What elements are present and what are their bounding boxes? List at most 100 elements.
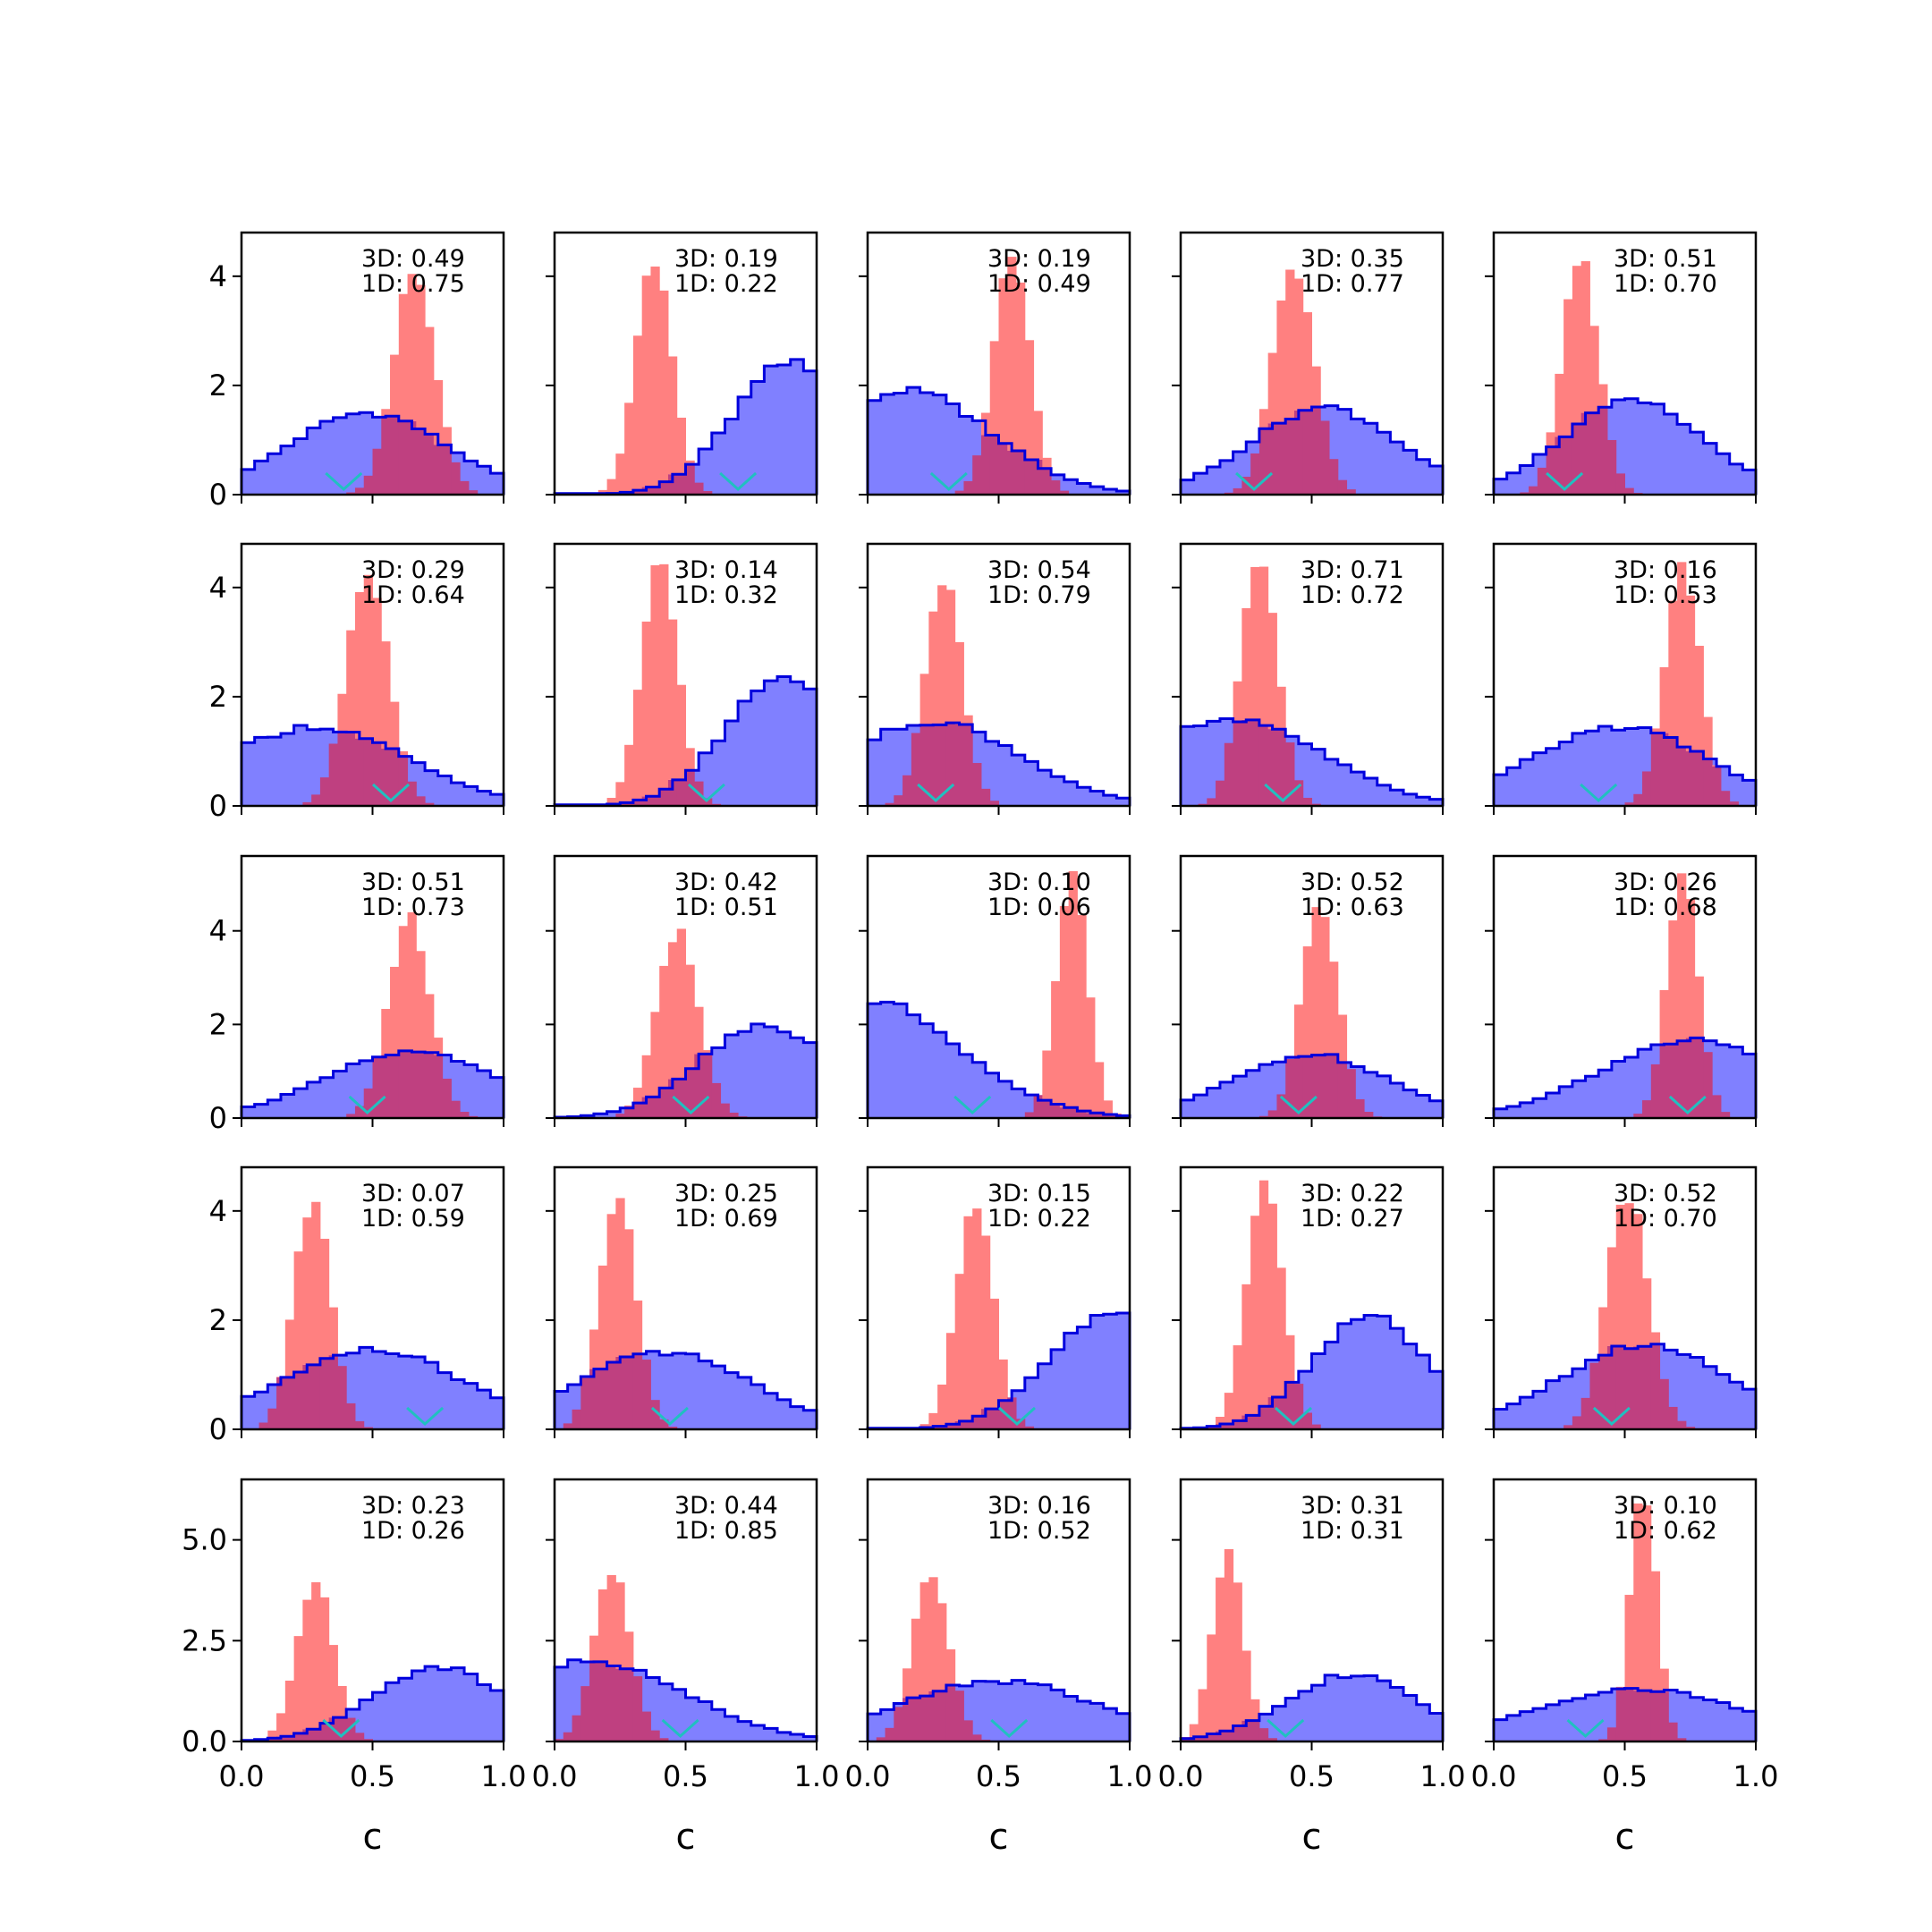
overlap-bar <box>632 1353 643 1429</box>
blue-bar <box>1325 1342 1339 1429</box>
overlap-bar <box>1024 460 1035 495</box>
red-bar <box>911 1618 921 1699</box>
red-bar <box>433 380 444 445</box>
overlap-bar <box>703 1054 713 1118</box>
blue-bar <box>1729 463 1743 495</box>
overlap-bar <box>425 802 435 806</box>
annotation-text: 3D: 0.51 <box>1614 245 1717 273</box>
blue-bar <box>1585 731 1599 806</box>
red-bar <box>1694 646 1704 752</box>
red-bar <box>1337 1014 1348 1063</box>
red-bar <box>1302 946 1312 1057</box>
red-bar <box>407 911 417 1051</box>
blue-bar <box>386 1682 400 1741</box>
red-bar <box>1224 1393 1234 1425</box>
red-bar <box>319 1597 330 1724</box>
overlap-bar <box>346 1717 356 1741</box>
red-bar <box>676 417 686 475</box>
blue-bar <box>1494 1108 1508 1118</box>
overlap-bar <box>1233 722 1242 806</box>
y-tick-label: 4 <box>209 259 227 293</box>
red-bar <box>685 964 695 1069</box>
overlap-bar <box>1051 1104 1061 1118</box>
x-tick-label: 1.0 <box>1107 1759 1153 1793</box>
overlap-bar <box>1042 1100 1052 1118</box>
blue-bar <box>1742 470 1757 495</box>
overlap-bar <box>1520 492 1530 495</box>
blue-bar <box>307 729 321 806</box>
overlap-bar <box>1624 1348 1634 1429</box>
blue-bar <box>1690 432 1704 495</box>
overlap-bar <box>1059 490 1070 495</box>
x-tick-label: 0.0 <box>219 1759 265 1793</box>
red-bar <box>685 748 695 771</box>
overlap-bar <box>468 490 479 495</box>
overlap-bar <box>1659 1691 1669 1741</box>
overlap-bar <box>894 795 903 806</box>
red-bar <box>1624 1595 1634 1689</box>
x-tick-label: 1.0 <box>794 1759 840 1793</box>
annotation-text: 3D: 0.16 <box>987 1492 1091 1520</box>
blue-bar <box>1193 473 1208 495</box>
red-bar <box>425 994 435 1053</box>
red-bar <box>641 621 651 797</box>
red-bar <box>667 942 678 1080</box>
red-bar <box>606 479 616 494</box>
blue-bar <box>1494 1409 1508 1429</box>
blue-bar <box>1506 767 1521 806</box>
blue-bar <box>1364 778 1378 806</box>
blue-bar <box>777 1031 792 1118</box>
overlap-bar <box>1712 1095 1722 1118</box>
overlap-bar <box>293 1733 303 1741</box>
overlap-bar <box>1668 1722 1678 1741</box>
overlap-bar <box>1258 428 1269 495</box>
overlap-bar <box>615 1356 625 1429</box>
overlap-bar <box>1077 1111 1087 1118</box>
blue-bar <box>764 681 778 806</box>
red-bar <box>606 1575 616 1666</box>
blue-bar <box>1193 1095 1208 1118</box>
red-bar <box>919 1424 929 1428</box>
blue-bar <box>555 1666 569 1741</box>
overlap-bar <box>1224 1424 1234 1429</box>
blue-bar <box>1611 1061 1625 1118</box>
overlap-bar <box>407 420 417 495</box>
blue-bar <box>738 396 752 495</box>
overlap-bar <box>1720 791 1731 806</box>
overlap-bar <box>1198 1736 1208 1741</box>
red-bar <box>954 1274 964 1421</box>
overlap-bar <box>1207 1733 1216 1741</box>
overlap-bar <box>1276 1094 1286 1118</box>
overlap-bar <box>1016 1419 1026 1429</box>
marker-icon <box>672 1095 710 1115</box>
blue-bar <box>998 1080 1013 1118</box>
overlap-bar <box>1267 1110 1277 1118</box>
red-bar <box>354 591 365 739</box>
overlap-bar <box>1642 1690 1652 1741</box>
blue-bar <box>1116 490 1131 495</box>
blue-bar <box>1390 442 1404 495</box>
overlap-bar <box>606 1665 616 1741</box>
blue-bar <box>699 1360 713 1429</box>
blue-bar <box>1390 1328 1404 1429</box>
red-bar <box>597 1265 608 1369</box>
blue-bar <box>398 1678 412 1741</box>
blue-bar <box>724 1035 739 1118</box>
overlap-bar <box>1320 1054 1330 1118</box>
blue-bar <box>1351 772 1365 806</box>
red-bar <box>284 1680 295 1737</box>
red-bar <box>632 1088 643 1104</box>
overlap-bar <box>1250 719 1260 806</box>
blue-bar <box>477 1070 491 1118</box>
red-bar <box>372 597 382 743</box>
overlap-bar <box>1285 742 1295 806</box>
blue-outline <box>1492 1687 1758 1741</box>
blue-bar <box>1494 775 1508 806</box>
overlap-bar <box>1598 407 1608 495</box>
overlap-bar <box>451 462 461 495</box>
blue-bar <box>1351 419 1365 495</box>
blue-bar <box>1559 1086 1573 1118</box>
